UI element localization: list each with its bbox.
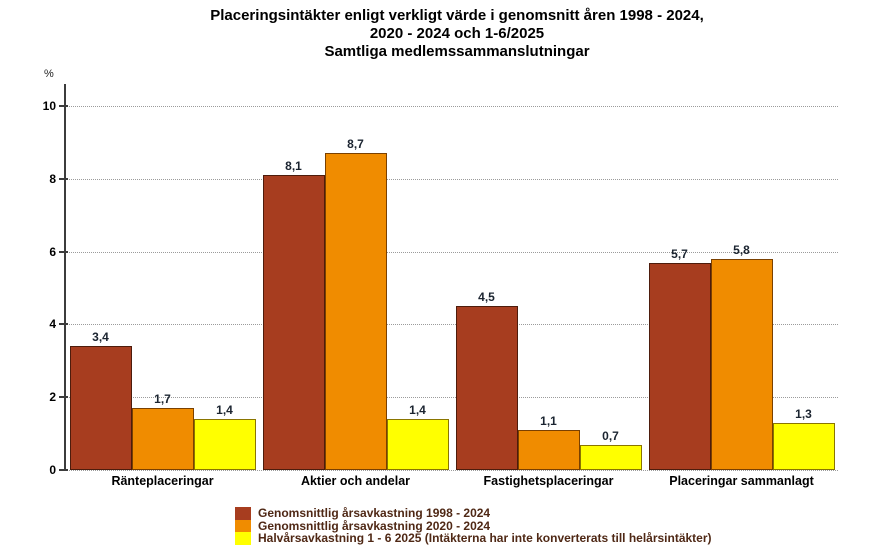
bar-slot-s2-c0: 1,4 xyxy=(193,403,256,470)
category-label-0: Ränteplaceringar xyxy=(111,474,214,488)
bar-slot-s1-c3: 5,8 xyxy=(710,243,773,470)
bar-group-3: 5,7 5,8 1,3 xyxy=(645,106,838,470)
bar-group-0: 3,4 1,7 1,4 xyxy=(66,106,259,470)
bar-value-label: 0,7 xyxy=(602,429,619,443)
x-axis-labels: Ränteplaceringar Aktier och andelar Fastig… xyxy=(66,474,838,488)
bar-row-2: 4,5 1,1 0,7 xyxy=(452,290,645,470)
bar-series2-cat2 xyxy=(579,445,642,470)
bar-series0-cat3 xyxy=(648,263,711,470)
bar-value-label: 1,4 xyxy=(409,403,426,417)
bar-group-2: 4,5 1,1 0,7 xyxy=(452,106,645,470)
bar-slot-s0-c3: 5,7 xyxy=(648,247,711,470)
bar-slot-s2-c2: 0,7 xyxy=(579,429,642,470)
bar-slot-s1-c0: 1,7 xyxy=(131,392,194,470)
legend-swatch-1 xyxy=(235,519,251,532)
bar-slot-s0-c2: 4,5 xyxy=(455,290,518,470)
gridline-0 xyxy=(66,470,838,471)
bar-row-0: 3,4 1,7 1,4 xyxy=(66,330,259,470)
y-tickmark-8 xyxy=(59,177,68,180)
y-tick-label-2: 2 xyxy=(49,390,56,405)
bar-series0-cat1 xyxy=(262,175,325,470)
legend-label-1: Genomsnittlig årsavkastning 2020 - 2024 xyxy=(258,518,491,533)
bar-slot-s1-c2: 1,1 xyxy=(517,414,580,470)
gridline-10 xyxy=(66,106,838,107)
y-tick-label-10: 10 xyxy=(42,99,56,113)
bar-value-label: 1,1 xyxy=(540,414,557,428)
bar-row-3: 5,7 5,8 1,3 xyxy=(645,243,838,470)
bar-slot-s2-c3: 1,3 xyxy=(772,407,835,470)
y-axis-line xyxy=(64,84,66,471)
bar-slot-s2-c1: 1,4 xyxy=(386,403,449,470)
y-axis-unit-label: % xyxy=(44,68,54,80)
legend-label-2: Halvårsavkastning 1 - 6 2025 (Intäkterna… xyxy=(258,531,712,545)
bar-value-label: 8,7 xyxy=(347,137,364,151)
bar-series1-cat3 xyxy=(710,259,773,470)
legend-swatch-2 xyxy=(235,532,251,545)
chart-title-line3: Samtliga medlemssammanslutningar xyxy=(324,43,590,60)
bar-slot-s0-c1: 8,1 xyxy=(262,159,325,470)
chart-legend: Genomsnittlig årsavkastning 1998 - 2024 G… xyxy=(235,507,712,545)
chart-title-line2: 2020 - 2024 och 1-6/2025 xyxy=(369,25,545,42)
bar-series0-cat0 xyxy=(69,346,132,470)
y-tickmark-0 xyxy=(59,469,68,471)
bar-series0-cat2 xyxy=(455,306,518,470)
chart-title: Placeringsintäkter enligt verkligt värde… xyxy=(41,7,873,61)
bar-value-label: 1,3 xyxy=(795,407,812,421)
bar-value-label: 3,4 xyxy=(92,330,109,344)
bar-value-label: 5,7 xyxy=(671,247,688,261)
y-tickmark-4 xyxy=(59,323,68,326)
category-label-1: Aktier och andelar xyxy=(300,474,411,488)
bar-slot-s0-c0: 3,4 xyxy=(69,330,132,470)
category-label-3: Placeringar sammanlagt xyxy=(669,474,814,488)
gridline-2 xyxy=(66,397,838,399)
bar-row-1: 8,1 8,7 1,4 xyxy=(259,137,452,470)
chart-title-line1: Placeringsintäkter enligt verkligt värde… xyxy=(210,7,704,24)
y-tick-label-6: 6 xyxy=(49,244,56,259)
y-tick-label-4: 4 xyxy=(49,317,56,332)
bar-value-label: 1,7 xyxy=(154,392,171,406)
y-tick-label-8: 8 xyxy=(49,171,56,186)
legend-item-0: Genomsnittlig årsavkastning 1998 - 2024 xyxy=(235,507,712,520)
bar-series1-cat2 xyxy=(517,430,580,470)
bar-value-label: 8,1 xyxy=(285,159,302,173)
bar-series1-cat1 xyxy=(324,153,387,470)
bar-value-label: 1,4 xyxy=(216,403,233,417)
gridline-8 xyxy=(66,178,838,180)
gridline-6 xyxy=(66,251,838,253)
y-tickmark-6 xyxy=(59,250,68,253)
y-tickmark-10 xyxy=(59,105,68,107)
y-tickmark-2 xyxy=(59,396,68,399)
bar-slot-s1-c1: 8,7 xyxy=(324,137,387,470)
legend-label-0: Genomsnittlig årsavkastning 1998 - 2024 xyxy=(258,506,491,520)
bar-series1-cat0 xyxy=(131,408,194,470)
bar-series2-cat0 xyxy=(193,419,256,470)
bar-value-label: 4,5 xyxy=(478,290,495,304)
legend-item-1: Genomsnittlig årsavkastning 2020 - 2024 xyxy=(235,518,712,533)
plot-area: 0 2 4 6 8 10 3,4 1,7 1,4 8,1 8,7 1,4 4,5 1,1 0,7 5,7 5,8… xyxy=(43,99,838,477)
bar-series2-cat3 xyxy=(772,423,835,470)
gridline-4 xyxy=(66,324,838,326)
bar-series2-cat1 xyxy=(386,419,449,470)
legend-swatch-0 xyxy=(235,507,251,520)
bar-group-1: 8,1 8,7 1,4 xyxy=(259,106,452,470)
y-tick-label-0: 0 xyxy=(49,463,56,477)
bar-value-label: 5,8 xyxy=(733,243,750,257)
legend-item-2: Halvårsavkastning 1 - 6 2025 (Intäkterna… xyxy=(235,532,712,545)
category-label-2: Fastighetsplaceringar xyxy=(483,474,614,488)
